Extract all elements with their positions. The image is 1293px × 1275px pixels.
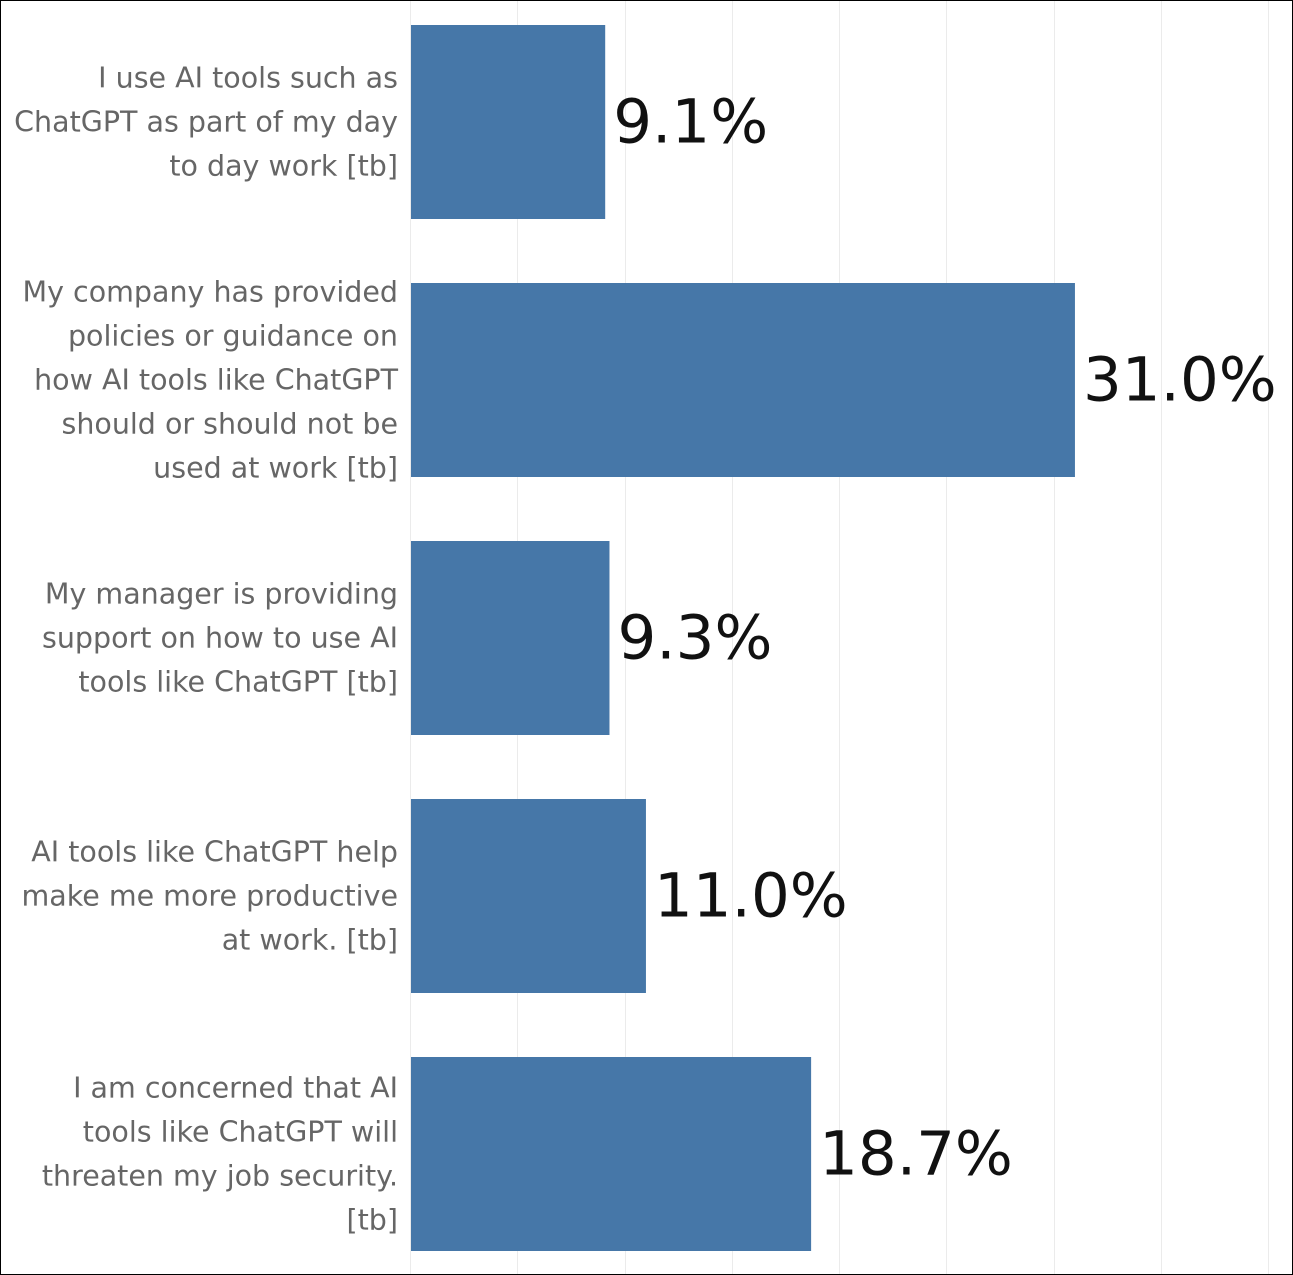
category-labels: I use AI tools such as ChatGPT as part of…: [14, 62, 398, 1237]
bar: [411, 1057, 812, 1251]
bar: [411, 541, 610, 735]
category-label: I am concerned that AI tools like ChatGPT…: [42, 1072, 398, 1237]
value-label: 18.7%: [819, 1119, 1013, 1190]
bar: [411, 25, 606, 219]
value-label: 11.0%: [654, 861, 848, 932]
value-label: 31.0%: [1083, 345, 1277, 416]
category-label-line: to day work [tb]: [169, 150, 398, 183]
category-label-line: make me more productive: [22, 880, 398, 913]
bar: [411, 283, 1075, 477]
category-label-line: tools like ChatGPT will: [83, 1116, 398, 1149]
category-label-line: how AI tools like ChatGPT: [34, 364, 398, 397]
category-label-line: My company has provided: [23, 276, 398, 309]
category-label: My company has provided policies or guida…: [23, 276, 399, 485]
value-label: 9.1%: [613, 87, 768, 158]
category-label-line: policies or guidance on: [68, 320, 398, 353]
category-label-line: I use AI tools such as: [98, 62, 398, 95]
category-label-line: tools like ChatGPT [tb]: [78, 666, 398, 699]
category-label-line: My manager is providing: [45, 578, 398, 611]
category-label-line: AI tools like ChatGPT help: [31, 836, 398, 869]
category-label-line: ChatGPT as part of my day: [14, 106, 398, 139]
category-label-line: should or should not be: [61, 408, 398, 441]
category-label: AI tools like ChatGPT help make me more p…: [22, 836, 398, 957]
value-labels: 9.1% 31.0% 9.3% 11.0% 18.7%: [613, 87, 1277, 1190]
category-label-line: at work. [tb]: [222, 924, 398, 957]
category-label: I use AI tools such as ChatGPT as part of…: [14, 62, 398, 183]
value-label: 9.3%: [617, 603, 772, 674]
bars: [411, 25, 1075, 1251]
category-label-line: support on how to use AI: [42, 622, 398, 655]
bar: [411, 799, 646, 993]
category-label-line: [tb]: [346, 1204, 398, 1237]
category-label: My manager is providing support on how to…: [42, 578, 398, 699]
category-label-line: I am concerned that AI: [73, 1072, 398, 1105]
category-label-line: used at work [tb]: [153, 452, 398, 485]
category-label-line: threaten my job security.: [42, 1160, 398, 1193]
